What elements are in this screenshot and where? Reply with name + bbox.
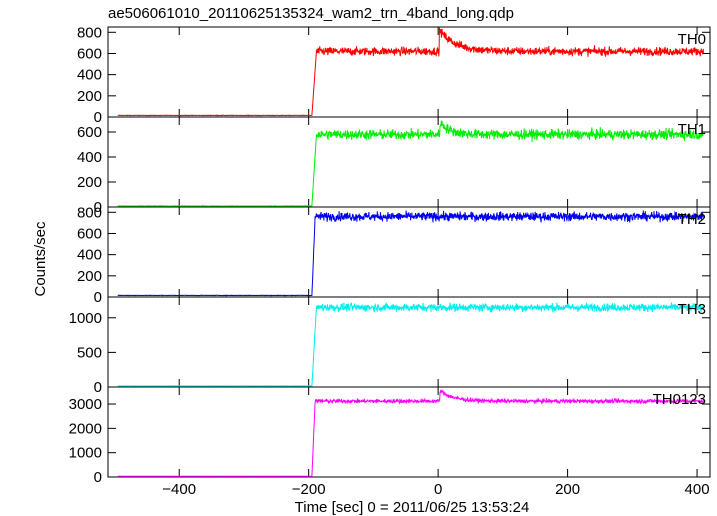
x-tick-label: 400 — [685, 481, 710, 498]
panel-label-th3: TH3 — [678, 301, 706, 318]
y-tick-label: 600 — [77, 225, 102, 242]
series-line-th0123 — [117, 388, 704, 477]
panel-frame-th0 — [107, 26, 711, 118]
panel-label-th1: TH1 — [678, 121, 706, 138]
y-tick-label: 800 — [77, 204, 102, 221]
x-tick-label: −200 — [292, 481, 326, 498]
panel-label-th0123: TH0123 — [653, 391, 706, 408]
y-tick-label: 0 — [94, 109, 102, 126]
y-tick-label: 200 — [77, 88, 102, 105]
y-tick-label: 200 — [77, 268, 102, 285]
chart-title: ae506061010_20110625135324_wam2_trn_4ban… — [108, 5, 514, 22]
y-tick-label: 600 — [77, 45, 102, 62]
y-tick-label: 3000 — [69, 396, 102, 413]
series-line-th2 — [117, 210, 704, 297]
panel-frame-th0123 — [107, 386, 711, 478]
panels-group: 0 200 400 600 800 TH0 0 200 400 600 TH1 0 200 400 600 8… — [69, 24, 711, 498]
y-tick-label: 400 — [77, 247, 102, 264]
x-tick-label: 0 — [434, 481, 442, 498]
y-tick-label: 200 — [77, 174, 102, 191]
y-axis-label: Counts/sec — [32, 221, 49, 297]
y-tick-label: 400 — [77, 67, 102, 84]
panel-frame-th1 — [107, 116, 711, 208]
panel-frame-th2 — [107, 206, 711, 298]
x-axis-label: Time [sec] 0 = 2011/06/25 13:53:24 — [295, 499, 530, 516]
y-tick-label: 500 — [77, 344, 102, 361]
y-tick-label: 2000 — [69, 420, 102, 437]
y-tick-label: 1000 — [69, 445, 102, 462]
y-tick-label: 800 — [77, 24, 102, 41]
y-tick-label: 0 — [94, 289, 102, 306]
series-line-th1 — [117, 120, 704, 208]
y-tick-label: 1000 — [69, 310, 102, 327]
x-tick-label: 200 — [555, 481, 580, 498]
series-line-th3 — [117, 301, 704, 387]
x-tick-label: −400 — [162, 481, 196, 498]
panel-label-th2: TH2 — [678, 211, 706, 228]
y-tick-label: 0 — [94, 379, 102, 396]
y-tick-label: 400 — [77, 149, 102, 166]
series-line-th0 — [117, 26, 704, 117]
y-tick-label: 0 — [94, 469, 102, 486]
panel-label-th0: TH0 — [678, 31, 706, 48]
y-tick-label: 600 — [77, 124, 102, 141]
y-tick-label: 0 — [94, 199, 102, 216]
